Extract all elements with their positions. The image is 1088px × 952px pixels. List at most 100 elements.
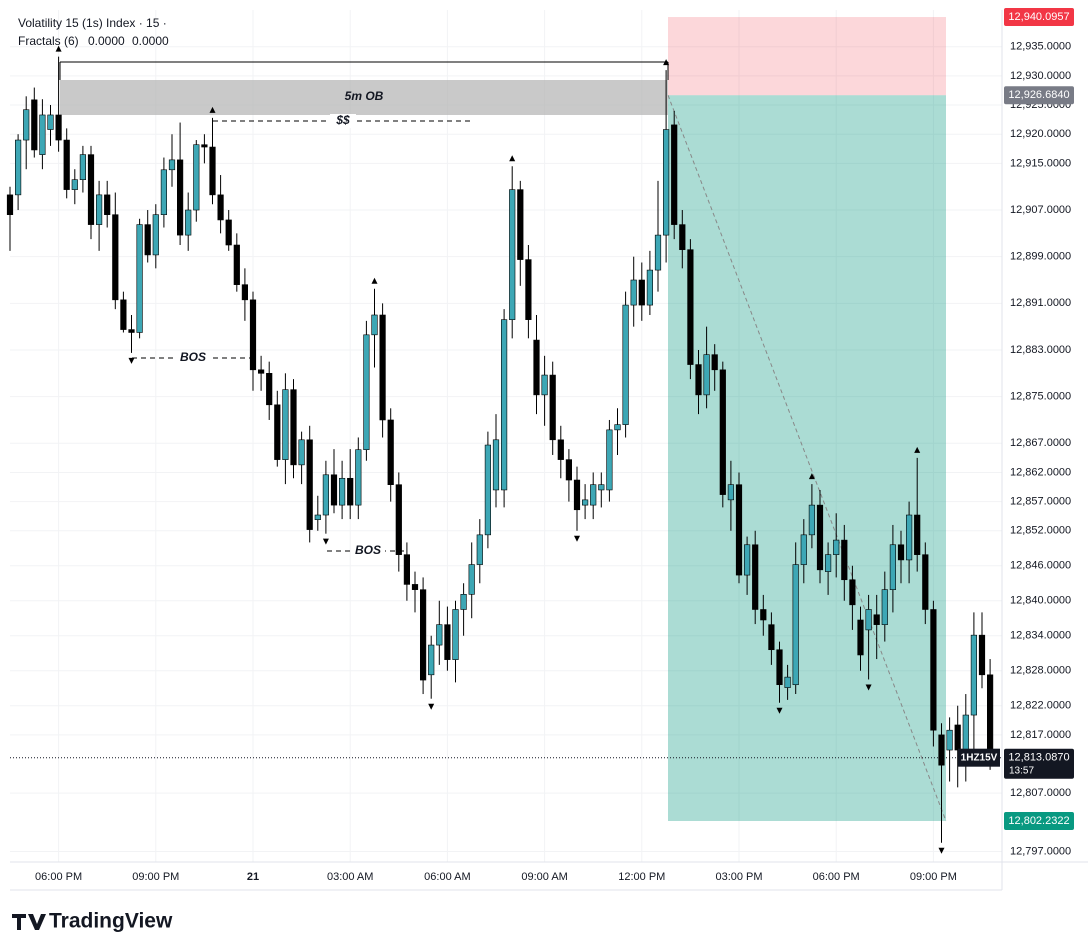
candle-body	[322, 474, 330, 516]
y-tick-label: 12,846.0000	[1010, 560, 1071, 572]
candle-body	[752, 544, 759, 610]
last-price-tag	[1004, 748, 1074, 779]
candle-body	[387, 419, 394, 485]
ticker-tag	[958, 748, 1000, 767]
x-tick-label: 09:00 PM	[132, 871, 179, 883]
candle-body	[468, 564, 475, 595]
candle-body	[622, 304, 629, 425]
candle-body	[136, 224, 143, 333]
candle-body	[517, 189, 524, 260]
x-tick-label: 09:00 PM	[910, 871, 957, 883]
y-tick-label: 12,883.0000	[1010, 344, 1071, 356]
candle-body	[557, 439, 564, 460]
candle-body	[160, 169, 168, 215]
candle-body	[31, 99, 38, 151]
y-tick-label: 12,891.0000	[1010, 297, 1071, 309]
candle-body	[452, 609, 459, 660]
candle-body	[590, 484, 597, 506]
candle-body	[23, 109, 30, 141]
fractal-up	[371, 277, 378, 284]
countdown-label: 13:57	[1009, 765, 1034, 776]
candle-body	[177, 159, 184, 236]
ticker-label: 1HZ15V	[961, 752, 998, 763]
fractal-up	[209, 106, 216, 113]
candle-body	[922, 554, 929, 610]
candle-body	[549, 374, 556, 441]
candle-body	[695, 364, 702, 396]
candle-body	[727, 484, 734, 501]
candle-body	[152, 214, 159, 256]
y-tick-label: 12,907.0000	[1010, 204, 1071, 216]
indicator-value: 0.0000	[88, 34, 125, 48]
candle-body	[330, 474, 338, 506]
candle-body	[217, 194, 224, 221]
y-tick-label: 12,852.0000	[1010, 525, 1071, 537]
candle-body	[436, 624, 443, 646]
logo-icon	[12, 914, 46, 930]
candle-body	[816, 504, 824, 571]
candle-body	[946, 729, 953, 751]
bos-label: BOS	[355, 543, 381, 557]
candle-body	[104, 194, 111, 215]
candle-body	[743, 544, 751, 576]
price-tag-label: 12,940.0957	[1008, 11, 1069, 23]
candle-body	[363, 334, 370, 451]
candle-body	[39, 114, 46, 155]
candle-body	[168, 159, 176, 171]
candle-body	[492, 439, 500, 491]
candle-body	[662, 129, 670, 236]
candle-body	[241, 284, 249, 301]
candle-body	[735, 484, 743, 576]
fractal-down	[938, 847, 945, 854]
fractal-down	[428, 703, 435, 710]
candle-body	[185, 209, 192, 236]
candle-body	[800, 534, 807, 565]
candle-body	[282, 389, 289, 460]
candle-body	[573, 479, 581, 511]
indicator-name: Fractals (6)	[18, 34, 79, 48]
y-tick-label: 12,935.0000	[1010, 41, 1071, 53]
candle-body	[460, 594, 467, 610]
candle-body	[970, 634, 977, 716]
candle-body	[784, 676, 791, 688]
candle-body	[71, 179, 78, 190]
candle-body	[581, 499, 589, 506]
candle-body	[257, 369, 265, 374]
label-bg	[176, 351, 210, 365]
stop-zone	[668, 17, 946, 96]
candle-body	[954, 724, 961, 751]
candle-body	[290, 389, 297, 466]
fractal-up	[663, 59, 670, 66]
y-tick-label: 12,822.0000	[1010, 700, 1071, 712]
candle-body	[606, 429, 613, 491]
candle-body	[403, 554, 411, 585]
candle-body	[484, 444, 492, 536]
candle-body	[905, 514, 913, 561]
price-tag	[1004, 8, 1074, 27]
candle-body	[15, 139, 22, 196]
candle-body	[978, 634, 986, 676]
x-tick-label: 09:00 AM	[521, 871, 567, 883]
candle-body	[63, 139, 70, 190]
y-tick-label: 12,875.0000	[1010, 391, 1071, 403]
candle-body	[776, 649, 783, 686]
candle-body	[719, 369, 726, 495]
candle-body	[679, 224, 686, 250]
y-tick-label: 12,834.0000	[1010, 630, 1071, 642]
candle-body	[598, 484, 605, 491]
candle-body	[338, 477, 346, 506]
price-tag	[1004, 86, 1074, 105]
candle-body	[201, 144, 208, 148]
candle-body	[897, 544, 905, 561]
indicator-value: 0.0000	[132, 34, 169, 48]
candle-body	[792, 564, 799, 686]
fractal-down	[865, 684, 872, 691]
candle-body	[687, 249, 694, 365]
candle-body	[79, 154, 86, 181]
x-tick-label: 06:00 PM	[35, 871, 82, 883]
candle-body	[355, 449, 362, 506]
candle-body	[419, 589, 427, 681]
brand-name: TradingView	[49, 910, 173, 933]
candle-body	[565, 459, 572, 481]
